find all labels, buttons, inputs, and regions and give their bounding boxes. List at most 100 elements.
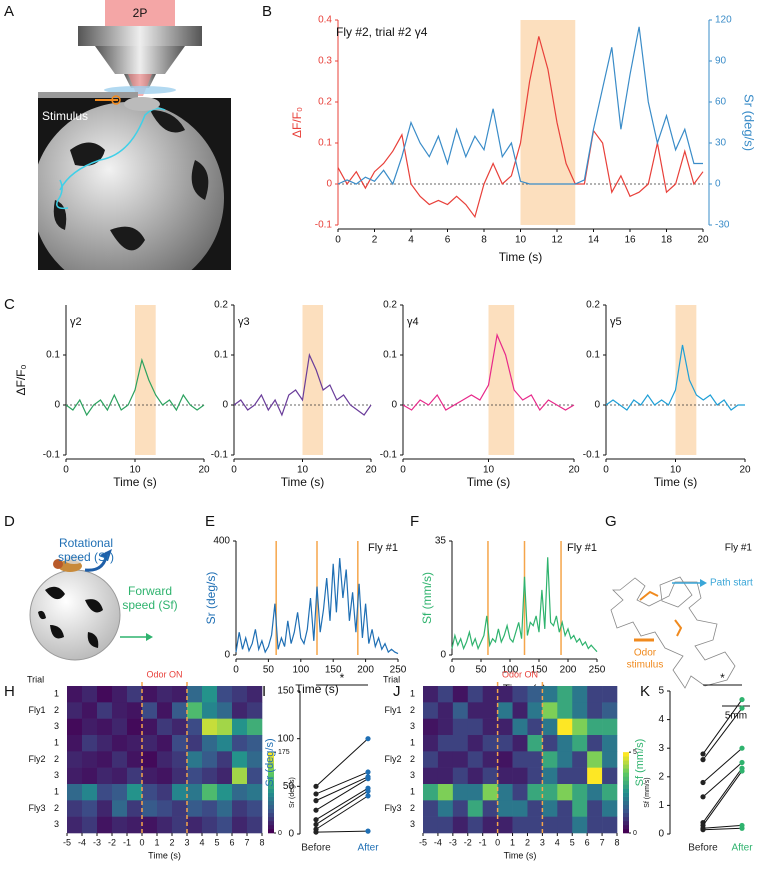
heatmap-cell [452,735,469,752]
data-point [313,807,319,813]
heatmap-cell [187,718,203,736]
colorbar-segment [623,808,629,814]
x-tick-label: 10 [129,465,141,476]
colorbar-segment [268,796,274,801]
heatmap-cell [247,784,263,801]
colorbar-segment [268,788,274,793]
x-tick-label: After [731,843,753,854]
heatmap-cell [557,718,573,736]
forward-label: Forward [128,584,172,598]
data-point [365,776,371,782]
colorbar-segment [268,824,274,830]
x-tick-label: 4 [408,235,414,246]
heatmap-cell [217,800,233,817]
y-tick-label: 0 [288,829,294,840]
data-point [739,825,745,831]
y-tick-label: 50 [283,781,295,792]
colorbar-label: Sr (deg/s) [289,777,296,808]
panel-label: E [205,513,215,530]
y-tick-label: 35 [435,536,447,547]
series-line [605,344,745,411]
x-tick-label: 100 [502,665,519,676]
x-tick-label: 20 [365,465,377,476]
heatmap-cell [542,702,558,719]
pair-line [702,770,743,826]
heatmap-cell [157,751,173,768]
panel-label: H [4,683,15,700]
row-label: 1 [54,787,59,797]
heatmap-cell [172,767,188,785]
pair-line [315,771,369,795]
x-tick-label: 1 [154,837,159,847]
heatmap-cell [67,718,83,736]
heatmap-cell [232,816,248,834]
heatmap-cell [527,686,543,703]
heatmap-cell [527,784,543,801]
stimulus-window [520,20,576,225]
heatmap-cell [467,718,483,736]
row-label: 1 [410,787,415,797]
heatmap-cell [497,702,513,719]
row-label: 3 [410,770,415,780]
heatmap-cell [82,702,98,719]
panel-label: G [605,513,617,530]
heatmap-cell [527,767,543,785]
x-tick-label: 7 [600,837,605,847]
heatmap-cell [497,686,513,703]
heatmap-cell [97,686,113,703]
colorbar-segment [268,804,274,810]
heatmap-cell [172,735,188,752]
heatmap-cell [452,686,469,703]
heatmap-cell [512,784,528,801]
x-tick-label: 0 [400,465,406,476]
heatmap-cell [97,784,113,801]
x-tick-label: 8 [259,837,264,847]
heatmap-cell [97,735,113,752]
heatmap-cell [202,767,218,785]
row-label: 3 [54,721,59,731]
heatmap-cell [512,816,528,834]
x-axis-label: Time (s) [148,850,181,860]
x-tick-label: 20 [568,465,580,476]
heatmap-cell [512,718,528,736]
row-label: 3 [410,819,415,829]
heatmap-cell [542,751,558,768]
y2-axis-label: Sr (deg/s) [742,94,757,151]
x-tick-label: 5 [214,837,219,847]
heatmap-cell [157,686,173,703]
data-point [700,779,706,786]
heatmap-cell [542,735,558,752]
heatmap-cell [602,767,618,785]
panel-label: K [640,683,650,700]
chart-title: γ5 [610,316,622,328]
y-tick-label: 0 [391,400,397,411]
group-label: Fly2 [28,754,45,764]
heatmap-cell [82,735,98,752]
heatmap-cell [82,784,98,801]
x-tick-label: 14 [588,235,600,246]
heatmap-cell [587,718,603,736]
heatmap-cell [172,816,188,834]
heatmap-cell [452,702,469,719]
heatmap-cell [467,751,483,768]
x-tick-label: 6 [229,837,234,847]
pair-line [315,795,369,830]
heatmap-cell [232,800,248,817]
data-point [313,817,319,823]
y-tick-label: 0 [658,829,664,840]
heatmap-cell [217,702,233,719]
x-axis-label: Time (s) [499,250,543,264]
heatmap-cell [82,800,98,817]
heatmap-cell [67,767,83,785]
heatmap-cell [172,800,188,817]
heatmap-cell [67,751,83,768]
x-tick-label: -4 [434,837,442,847]
panel-label: B [262,3,272,20]
row-label: 2 [410,803,415,813]
row-label: 2 [410,705,415,715]
heatmap-cell [142,702,158,719]
x-axis-label: Time (s) [654,475,698,489]
heatmap-cell [232,751,248,768]
data-point [313,798,319,804]
y-tick-label: 2 [658,771,664,782]
